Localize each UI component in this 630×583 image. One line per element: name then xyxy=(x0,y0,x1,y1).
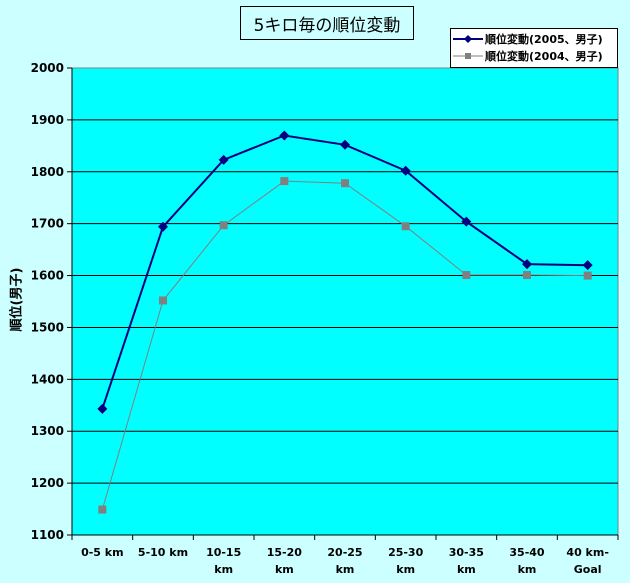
axes: 1100 1200 1300 1400 1500 1600 1700 1800 1900 2000… xyxy=(31,61,619,576)
data-point-square xyxy=(219,221,228,230)
y-axis-label: 順位(男子) xyxy=(9,267,25,332)
data-point-diamond xyxy=(97,403,108,414)
y-tick-label: 1900 xyxy=(31,113,64,127)
legend-swatch-2005 xyxy=(453,35,483,43)
data-point-diamond xyxy=(582,260,593,271)
y-tick-label: 2000 xyxy=(31,61,64,75)
data-point-square xyxy=(462,271,471,280)
y-tick-label: 1300 xyxy=(31,424,64,438)
y-tick-label: 1200 xyxy=(31,476,64,490)
y-tick-label: 1400 xyxy=(31,372,64,386)
legend: 順位変動(2005、男子) 順位変動(2004、男子) xyxy=(450,28,618,68)
x-tick-label: 30-35 km xyxy=(449,546,484,576)
x-tick-label-line: 35-40 xyxy=(509,546,545,559)
x-tick-label-line: km xyxy=(214,563,233,576)
data-point-diamond xyxy=(158,221,168,232)
x-tick-label: 10-15 km xyxy=(206,546,241,576)
x-tick-label-line: 30-35 xyxy=(449,546,484,559)
y-tick-label: 1500 xyxy=(31,320,64,334)
data-point-diamond xyxy=(279,130,290,141)
x-tick-label-line: km xyxy=(336,563,355,576)
x-tick-label: 15-20 km xyxy=(267,546,303,576)
data-point-square xyxy=(280,177,289,186)
data-point-diamond xyxy=(400,165,411,176)
data-point-diamond xyxy=(340,139,350,150)
x-tick-label: 0-5 km xyxy=(81,546,123,559)
x-tick-label-line: 0-5 km xyxy=(81,546,123,559)
legend-label-2005: 順位変動(2005、男子) xyxy=(485,33,603,46)
data-point-square xyxy=(98,505,107,514)
series-layer xyxy=(97,130,593,514)
x-tick-label-line: 15-20 xyxy=(267,546,303,559)
series-2005 xyxy=(97,130,593,414)
x-tick-label-line: km xyxy=(396,563,415,576)
x-tick-label: 20-25 km xyxy=(327,546,362,576)
data-point-square xyxy=(401,222,410,231)
x-tick-label: 35-40 km xyxy=(509,546,545,576)
data-point-square xyxy=(583,271,592,280)
data-point-square xyxy=(341,179,349,188)
y-tick-label: 1100 xyxy=(31,528,64,542)
x-tick-label-line: 5-10 km xyxy=(138,546,188,559)
plot-area xyxy=(71,67,619,536)
x-tick-label-line: 20-25 xyxy=(327,546,362,559)
data-point-diamond xyxy=(461,216,472,227)
data-point-diamond xyxy=(218,154,229,165)
y-tick-label: 1800 xyxy=(31,165,64,179)
legend-item-2004: 順位変動(2004、男子) xyxy=(451,48,603,64)
y-tick-label: 1600 xyxy=(31,269,64,283)
y-tick-label: 1700 xyxy=(31,217,64,231)
legend-label-2004: 順位変動(2004、男子) xyxy=(485,50,603,63)
x-tick-label: 25-30 km xyxy=(388,546,424,576)
x-tick-label-line: km xyxy=(275,563,294,576)
x-tick-label: 40 km- Goal xyxy=(566,546,608,576)
legend-swatch-2004 xyxy=(453,53,483,59)
chart-title: 5キロ毎の順位変動 xyxy=(240,6,414,40)
series-2004 xyxy=(98,177,592,514)
data-point-square xyxy=(523,271,531,280)
data-point-square xyxy=(159,296,167,305)
x-tick-label: 5-10 km xyxy=(138,546,188,559)
x-tick-label-line: km xyxy=(518,563,537,576)
x-tick-label-line: 25-30 xyxy=(388,546,424,559)
legend-item-2005: 順位変動(2005、男子) xyxy=(451,31,603,47)
x-tick-label-line: Goal xyxy=(574,563,602,576)
x-tick-label-line: 10-15 xyxy=(206,546,241,559)
x-tick-label-line: km xyxy=(457,563,476,576)
data-point-diamond xyxy=(522,259,532,270)
x-tick-label-line: 40 km- xyxy=(566,546,608,559)
